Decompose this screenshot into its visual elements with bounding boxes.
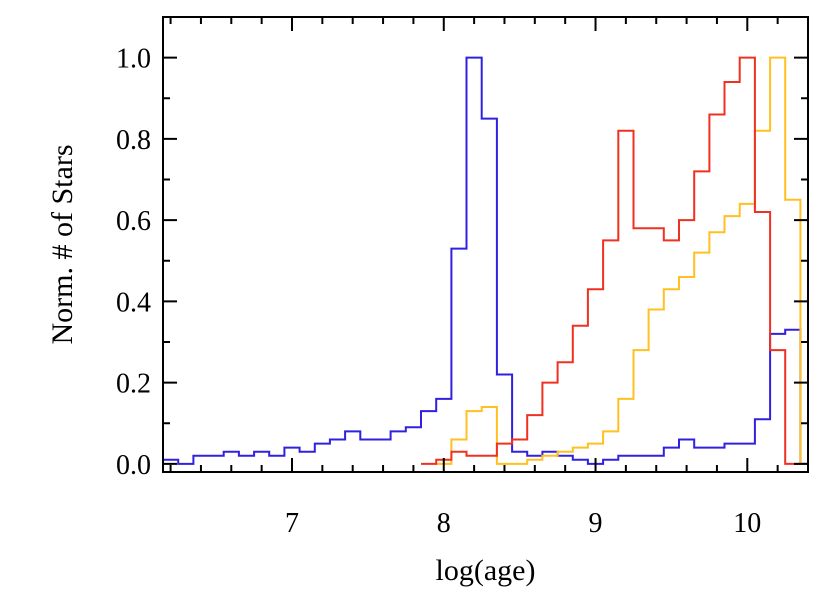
y-tick-label: 1.0 xyxy=(116,44,151,75)
y-tick-label: 0.8 xyxy=(116,125,151,156)
series-0-line xyxy=(163,56,808,465)
x-axis-title: log(age) xyxy=(436,554,536,587)
y-axis-title: Norm. # of Stars xyxy=(46,145,79,345)
x-tick-label: 7 xyxy=(285,508,299,539)
series-2-line xyxy=(421,56,801,465)
label-layer: 7 8 9 10 0.0 0.2 0.4 0.6 0.8 1.0 xyxy=(116,44,761,539)
x-tick-label: 8 xyxy=(437,508,451,539)
y-tick-label: 0.2 xyxy=(116,369,151,400)
tick-layer xyxy=(163,17,809,472)
x-tick-label: 10 xyxy=(733,508,761,539)
y-tick-label: 0.4 xyxy=(116,287,151,318)
series-layer xyxy=(163,56,808,465)
y-tick-label: 0.0 xyxy=(116,450,151,481)
plot-frame xyxy=(162,16,809,473)
x-tick-label: 9 xyxy=(589,508,603,539)
y-tick-label: 0.6 xyxy=(116,206,151,237)
